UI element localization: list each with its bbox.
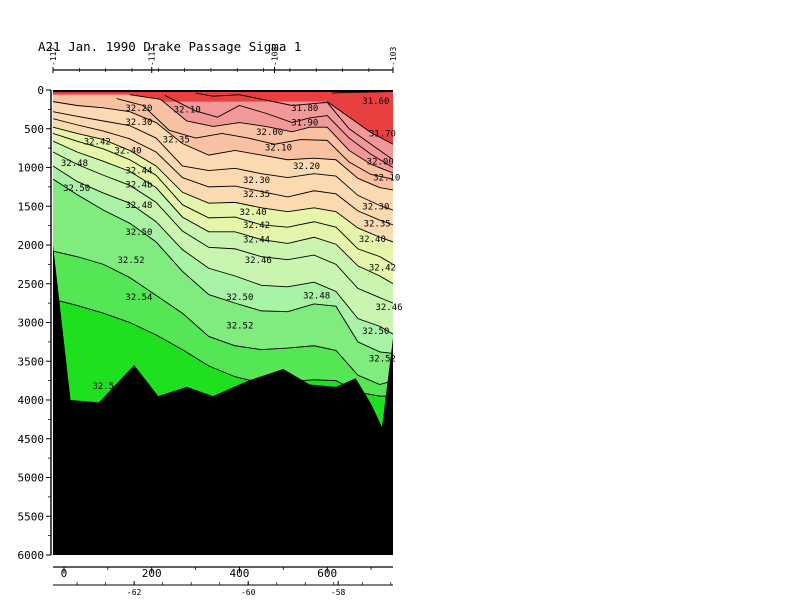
y-tick-label: 3500 (18, 355, 45, 368)
y-tick-label: 3000 (18, 317, 45, 330)
y-tick-label: 6000 (18, 549, 45, 562)
contour-label: 32.30 (243, 176, 270, 186)
y-tick-label: 4000 (18, 394, 45, 407)
contour-label: 31.70 (369, 130, 396, 140)
axes: 0500100015002000250030003500400045005000… (18, 47, 399, 597)
contour-line (164, 95, 393, 168)
bottom-tick-label: -58 (331, 588, 346, 597)
contour-label: 32.10 (373, 174, 400, 184)
contour-line (53, 118, 393, 226)
contour-label: 32.10 (265, 143, 292, 153)
contour-label: 32.20 (125, 104, 152, 114)
x-tick-label: 0 (61, 567, 68, 580)
contour-label: 32.40 (359, 235, 386, 245)
contour-label: 32.42 (243, 221, 270, 231)
contour-line (53, 250, 393, 385)
contour-line (53, 126, 393, 243)
contour-label: 32.5 (92, 382, 114, 392)
contour-label: 32.00 (256, 128, 283, 138)
contour-label: 32.48 (303, 291, 330, 301)
x-tick-label: 400 (230, 567, 250, 580)
isopycnal-contours (53, 90, 393, 397)
contour-label: 32.50 (125, 228, 152, 238)
contour-line (53, 140, 393, 285)
contour-label: 32.42 (84, 137, 111, 147)
x-tick-label: 600 (317, 567, 337, 580)
contour-label: 32.30 (125, 118, 152, 128)
contour-label: 32.50 (226, 293, 253, 303)
contour-label: 32.35 (243, 190, 270, 200)
contour-label: 32.35 (364, 219, 391, 229)
contour-line (53, 151, 393, 304)
top-tick-label: -103 (389, 47, 398, 66)
contour-label: 32.52 (226, 322, 253, 332)
contour-label: 32.40 (114, 147, 141, 157)
contour-label: 32.46 (245, 256, 272, 266)
contour-label: 32.54 (125, 293, 152, 303)
y-tick-label: 1000 (18, 162, 45, 175)
contour-label: 32.48 (61, 159, 88, 169)
contour-label: 32.35 (163, 136, 190, 146)
top-tick-label: -113 (148, 47, 157, 66)
top-tick-label: -117 (49, 47, 58, 66)
x-tick-label: 200 (142, 567, 162, 580)
contour-line (53, 132, 393, 265)
contour-label: 32.20 (293, 162, 320, 172)
contour-label: 32.4b (125, 181, 152, 191)
contour-label: 32.50 (63, 184, 90, 194)
y-tick-label: 2000 (18, 239, 45, 252)
contour-line (195, 92, 393, 161)
contour-label: 32.50 (362, 327, 389, 337)
contour-line (53, 178, 393, 354)
contour-label: 32.46 (375, 303, 402, 313)
contour-label: 32.52 (369, 354, 396, 364)
contour-line (53, 165, 393, 335)
contour-line (53, 111, 393, 211)
contour-label: 32.52 (117, 256, 144, 266)
contour-label: 32.00 (367, 157, 394, 167)
contour-label: 32.10 (174, 105, 201, 115)
y-tick-label: 0 (37, 84, 44, 97)
y-tick-label: 4500 (18, 433, 45, 446)
bottom-topography (53, 245, 393, 555)
contour-label: 31.80 (291, 104, 318, 114)
y-tick-label: 500 (24, 123, 44, 136)
y-tick-label: 5000 (18, 472, 45, 485)
chart-title: A21 Jan. 1990 Drake Passage Sigma 1 (38, 39, 301, 54)
contour-label: 31.90 (291, 119, 318, 129)
bottom-tick-label: -62 (127, 588, 142, 597)
contour-label: 32.42 (369, 264, 396, 274)
seafloor (53, 245, 393, 555)
bottom-tick-label: -60 (241, 588, 256, 597)
y-tick-label: 5500 (18, 510, 45, 523)
top-tick-label: -108 (271, 47, 280, 66)
contour-line (53, 101, 393, 191)
contour-line (326, 101, 393, 145)
contour-label: 32.48 (125, 201, 152, 211)
y-tick-label: 2500 (18, 278, 45, 291)
contour-line (129, 94, 393, 174)
contour-label: 32.44 (243, 236, 270, 246)
contour-line (116, 98, 393, 180)
contour-label: 32.40 (239, 208, 266, 218)
y-tick-label: 1500 (18, 200, 45, 213)
contour-label: 32.44 (125, 167, 152, 177)
contour-label: 31.60 (362, 97, 389, 107)
contour-label: 32.30 (362, 202, 389, 212)
